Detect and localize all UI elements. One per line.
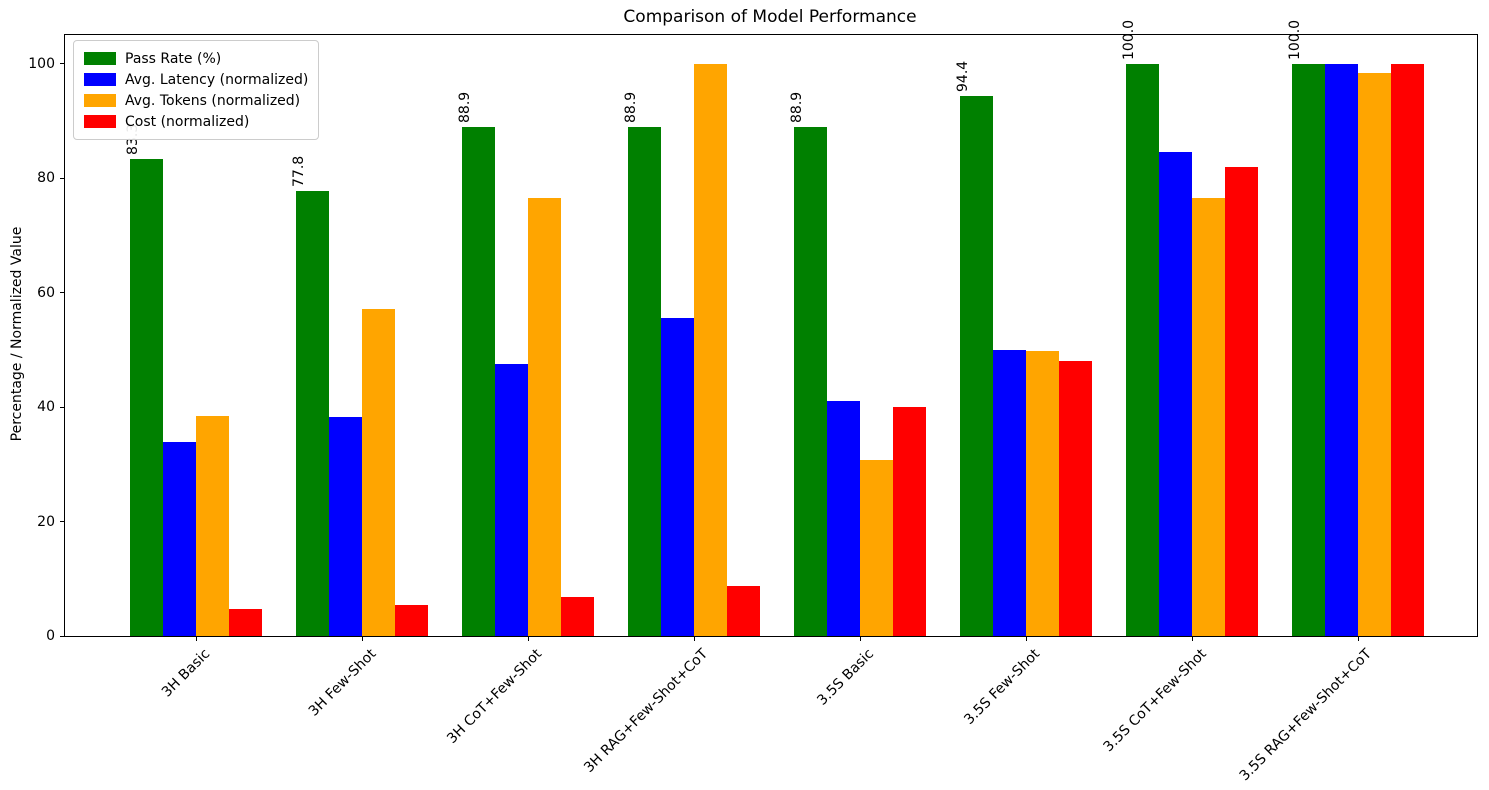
bar-avg-tokens-normalized-3h-few-shot — [362, 308, 395, 636]
y-tick — [60, 177, 64, 179]
legend-item-avg-tokens-normalized: Avg. Tokens (normalized) — [84, 90, 308, 111]
bar-avg-latency-normalized-3-5s-basic — [827, 401, 860, 636]
bar-pass-rate-3h-few-shot — [296, 190, 329, 636]
plot-area: Pass Rate (%) Avg. Latency (normalized) Av… — [28, 20, 1478, 784]
chart-title: Comparison of Model Performance — [623, 7, 917, 27]
legend-swatch — [84, 115, 116, 128]
bar-cost-normalized-3-5s-cot-few-shot — [1225, 166, 1258, 636]
bar-value-label: 100.0 — [1286, 19, 1303, 60]
legend-item-cost-normalized: Cost (normalized) — [84, 111, 308, 132]
legend-swatch — [84, 73, 116, 86]
x-tick — [859, 637, 861, 641]
x-tick — [693, 637, 695, 641]
x-tick-label-3-5s-few-shot: 3.5S Few-Shot — [961, 646, 1044, 728]
x-tick — [1191, 637, 1193, 641]
bar-value-label: 88.9 — [456, 91, 473, 124]
x-tick — [1025, 637, 1027, 641]
x-tick — [1357, 637, 1359, 641]
bar-cost-normalized-3-5s-basic — [893, 407, 926, 636]
x-tick-label-3-5s-cot-few-shot: 3.5S CoT+Few-Shot — [1100, 646, 1210, 756]
legend-label: Avg. Tokens (normalized) — [125, 92, 301, 109]
y-axis-label: Percentage / Normalized Value — [9, 226, 25, 442]
bar-avg-latency-normalized-3-5s-few-shot — [993, 350, 1026, 636]
y-tick — [60, 406, 64, 408]
y-tick — [60, 292, 64, 294]
x-tick-label-3-5s-rag-few-shot-cot: 3.5S RAG+Few-Shot+CoT — [1237, 646, 1376, 785]
legend-label: Avg. Latency (normalized) — [125, 71, 309, 88]
x-tick-label-3h-rag-few-shot-cot: 3H RAG+Few-Shot+CoT — [581, 646, 712, 776]
bar-cost-normalized-3-5s-rag-few-shot-cot — [1391, 63, 1424, 636]
bar-pass-rate-3-5s-cot-few-shot — [1126, 63, 1159, 636]
bar-avg-tokens-normalized-3-5s-basic — [860, 459, 893, 636]
y-tick-label: 40 — [37, 399, 55, 416]
bar-avg-latency-normalized-3h-basic — [163, 441, 196, 636]
x-tick-label-3h-basic: 3H Basic — [158, 646, 214, 701]
bar-cost-normalized-3h-cot-few-shot — [561, 597, 594, 636]
x-tick — [527, 637, 529, 641]
x-tick-label-3h-few-shot: 3H Few-Shot — [305, 646, 380, 720]
bar-avg-tokens-normalized-3-5s-few-shot — [1026, 350, 1059, 636]
legend-item-avg-latency-normalized: Avg. Latency (normalized) — [84, 69, 308, 90]
bar-pass-rate-3h-basic — [130, 159, 163, 636]
bar-value-label: 88.9 — [622, 91, 639, 124]
bar-cost-normalized-3h-rag-few-shot-cot — [727, 585, 760, 636]
bar-avg-tokens-normalized-3h-cot-few-shot — [528, 198, 561, 636]
legend-swatch — [84, 52, 116, 65]
bar-cost-normalized-3-5s-few-shot — [1059, 360, 1092, 636]
bar-value-label: 94.4 — [954, 60, 971, 92]
bar-cost-normalized-3h-basic — [229, 609, 262, 636]
bar-value-label: 100.0 — [1120, 19, 1137, 60]
bar-value-label: 88.9 — [788, 91, 805, 124]
bar-pass-rate-3h-rag-few-shot-cot — [628, 127, 661, 636]
bar-avg-latency-normalized-3-5s-cot-few-shot — [1159, 152, 1192, 636]
bar-pass-rate-3-5s-basic — [794, 127, 827, 636]
x-tick — [195, 637, 197, 641]
bar-pass-rate-3h-cot-few-shot — [462, 127, 495, 636]
legend-label: Cost (normalized) — [125, 113, 250, 130]
legend-swatch — [84, 94, 116, 107]
bar-avg-tokens-normalized-3h-rag-few-shot-cot — [694, 63, 727, 636]
bar-avg-tokens-normalized-3h-basic — [196, 416, 229, 636]
bar-pass-rate-3-5s-few-shot — [960, 95, 993, 636]
bar-avg-tokens-normalized-3-5s-rag-few-shot-cot — [1358, 73, 1391, 636]
y-tick-label: 0 — [46, 628, 55, 644]
x-tick — [361, 637, 363, 641]
y-tick — [60, 635, 64, 637]
bar-avg-latency-normalized-3h-rag-few-shot-cot — [661, 317, 694, 636]
x-tick-label-3h-cot-few-shot: 3H CoT+Few-Shot — [444, 646, 546, 747]
y-tick — [60, 521, 64, 523]
legend-item-pass-rate: Pass Rate (%) — [84, 48, 308, 69]
y-tick-label: 20 — [37, 513, 55, 530]
bar-avg-latency-normalized-3h-cot-few-shot — [495, 364, 528, 636]
y-tick-label: 100 — [28, 55, 55, 72]
bar-value-label: 77.8 — [290, 155, 307, 187]
bar-pass-rate-3-5s-rag-few-shot-cot — [1292, 63, 1325, 636]
bar-avg-latency-normalized-3h-few-shot — [329, 417, 362, 636]
bar-avg-tokens-normalized-3-5s-cot-few-shot — [1192, 198, 1225, 636]
bar-cost-normalized-3h-few-shot — [395, 605, 428, 636]
y-tick — [60, 63, 64, 65]
legend-label: Pass Rate (%) — [125, 50, 222, 67]
legend: Pass Rate (%) Avg. Latency (normalized) Av… — [73, 40, 320, 140]
bar-avg-latency-normalized-3-5s-rag-few-shot-cot — [1325, 63, 1358, 636]
y-tick-label: 60 — [37, 284, 55, 301]
x-tick-label-3-5s-basic: 3.5S Basic — [814, 646, 878, 709]
y-tick-label: 80 — [37, 170, 55, 187]
